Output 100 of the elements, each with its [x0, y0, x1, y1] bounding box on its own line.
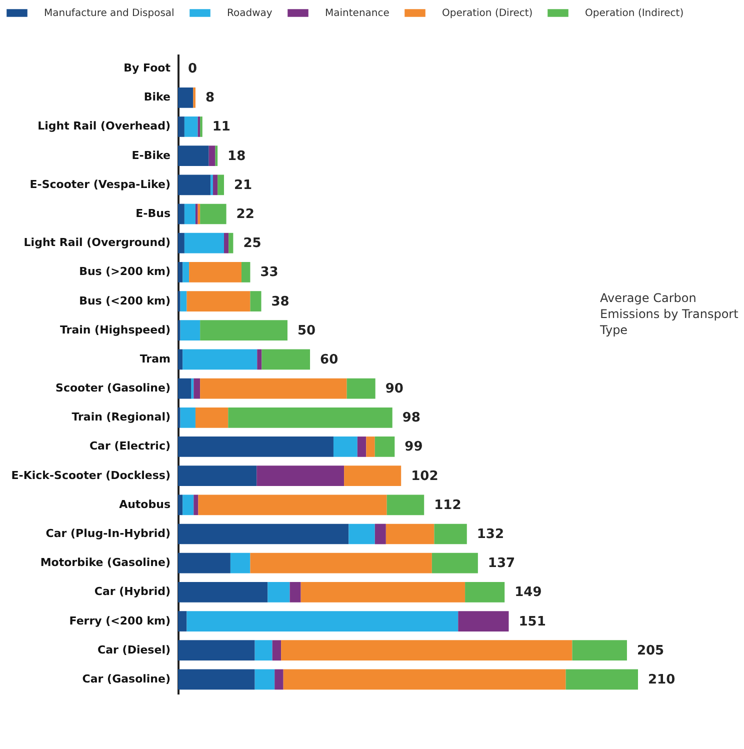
bar: [180, 407, 196, 428]
annotation: 205: [636, 643, 664, 658]
y-tick-label: E-Bike: [132, 148, 170, 162]
bar: [254, 669, 275, 690]
bar: [257, 349, 262, 370]
bar: [333, 436, 358, 457]
bar: [386, 524, 434, 544]
bar: [178, 640, 255, 661]
y-tick-label: Car (Diesel): [98, 643, 170, 656]
bar: [274, 669, 284, 690]
bar: [200, 204, 226, 224]
legend-label: Manufacture and Disposal: [44, 8, 174, 19]
bar: [178, 146, 209, 166]
bar: [458, 611, 509, 632]
bar: [344, 466, 402, 486]
bar: [178, 436, 334, 457]
bar: [218, 174, 224, 196]
y-tick-label: Train (Regional): [72, 410, 170, 424]
bar: [283, 669, 566, 690]
legend-label: Maintenance: [325, 8, 390, 19]
bar: [346, 378, 376, 399]
legend-label: Operation (Indirect): [585, 8, 684, 19]
y-tick-label: Scooter (Gasoline): [56, 382, 170, 395]
bar: [178, 232, 184, 254]
annotation: 137: [488, 556, 516, 572]
annotation: 99: [404, 440, 423, 455]
annotation: 60: [320, 352, 338, 368]
y-tick-label: Light Rail (Overground): [24, 236, 170, 250]
bar: [182, 262, 190, 282]
bar: [178, 204, 184, 224]
y-tick-label: Bike: [144, 90, 170, 104]
bar: [434, 524, 467, 544]
bar: [178, 524, 349, 544]
bar: [200, 378, 347, 399]
y-tick-label: Ferry (<200 km): [69, 614, 170, 628]
annotation: 102: [411, 468, 438, 484]
y-tick-label: Autobus: [119, 498, 171, 511]
bar: [182, 494, 194, 516]
annotation: 90: [385, 382, 404, 397]
legend-label: Operation (Direct): [442, 8, 533, 19]
bar: [178, 611, 187, 632]
y-tick-label: Car (Plug-In-Hybrid): [46, 527, 170, 540]
y-tick-label: Car (Gasoline): [82, 672, 170, 686]
annotation: 50: [297, 323, 316, 338]
y-tick-label: Car (Electric): [89, 440, 170, 453]
bar: [208, 146, 216, 166]
bar: [178, 494, 183, 516]
y-tick-label: E-Kick-Scooter (Dockless): [11, 468, 170, 482]
bar: [178, 582, 268, 602]
y-tick-label: E-Bus: [136, 207, 171, 220]
bar: [178, 116, 184, 137]
y-tick-label: Bus (<200 km): [79, 294, 170, 308]
annotation: 0: [188, 62, 198, 77]
bar: [195, 407, 228, 428]
bar: [180, 291, 187, 312]
bar: [178, 552, 230, 574]
annotation: 18: [228, 148, 246, 164]
bar: [348, 524, 375, 544]
bar: [194, 494, 198, 516]
annotation: Average Carbon Emissions by Transport Type: [600, 290, 740, 339]
bar: [228, 407, 392, 428]
bar: [241, 262, 250, 282]
legend-label: Roadway: [227, 8, 272, 19]
bar: [182, 349, 258, 370]
bar: [178, 466, 257, 486]
bar: [189, 262, 242, 282]
bar: [386, 494, 424, 516]
y-tick-label: Tram: [140, 352, 170, 366]
y-tick-label: Bus (>200 km): [79, 265, 170, 278]
y-tick-label: Train (Highspeed): [60, 323, 170, 336]
bar: [200, 320, 288, 341]
bar: [186, 291, 250, 312]
y-tick-label: E-Scooter (Vespa-Like): [30, 178, 170, 191]
annotation: 38: [271, 294, 290, 310]
bar: [465, 582, 505, 602]
bar: [256, 466, 344, 486]
bar: [186, 611, 458, 632]
y-tick-label: Motorbike (Gasoline): [40, 556, 170, 570]
bar: [194, 378, 200, 399]
bar: [432, 552, 478, 574]
bar: [184, 116, 198, 137]
annotation: 210: [648, 672, 676, 688]
annotation: 33: [260, 265, 278, 280]
y-tick-label: Car (Hybrid): [94, 585, 170, 598]
bar: [250, 552, 432, 574]
bar: [272, 640, 282, 661]
bar: [180, 320, 200, 341]
y-tick-label: Light Rail (Overhead): [38, 120, 170, 133]
y-tick-label: By Foot: [124, 62, 170, 75]
annotation: 25: [243, 236, 262, 252]
bar: [178, 378, 192, 399]
annotation: 149: [514, 585, 542, 600]
bar: [212, 174, 218, 196]
bar: [262, 349, 310, 370]
bar: [572, 640, 627, 661]
bar: [566, 669, 638, 690]
bar: [250, 291, 262, 312]
bar: [184, 232, 224, 254]
annotation: 22: [236, 207, 254, 222]
bar: [178, 349, 183, 370]
